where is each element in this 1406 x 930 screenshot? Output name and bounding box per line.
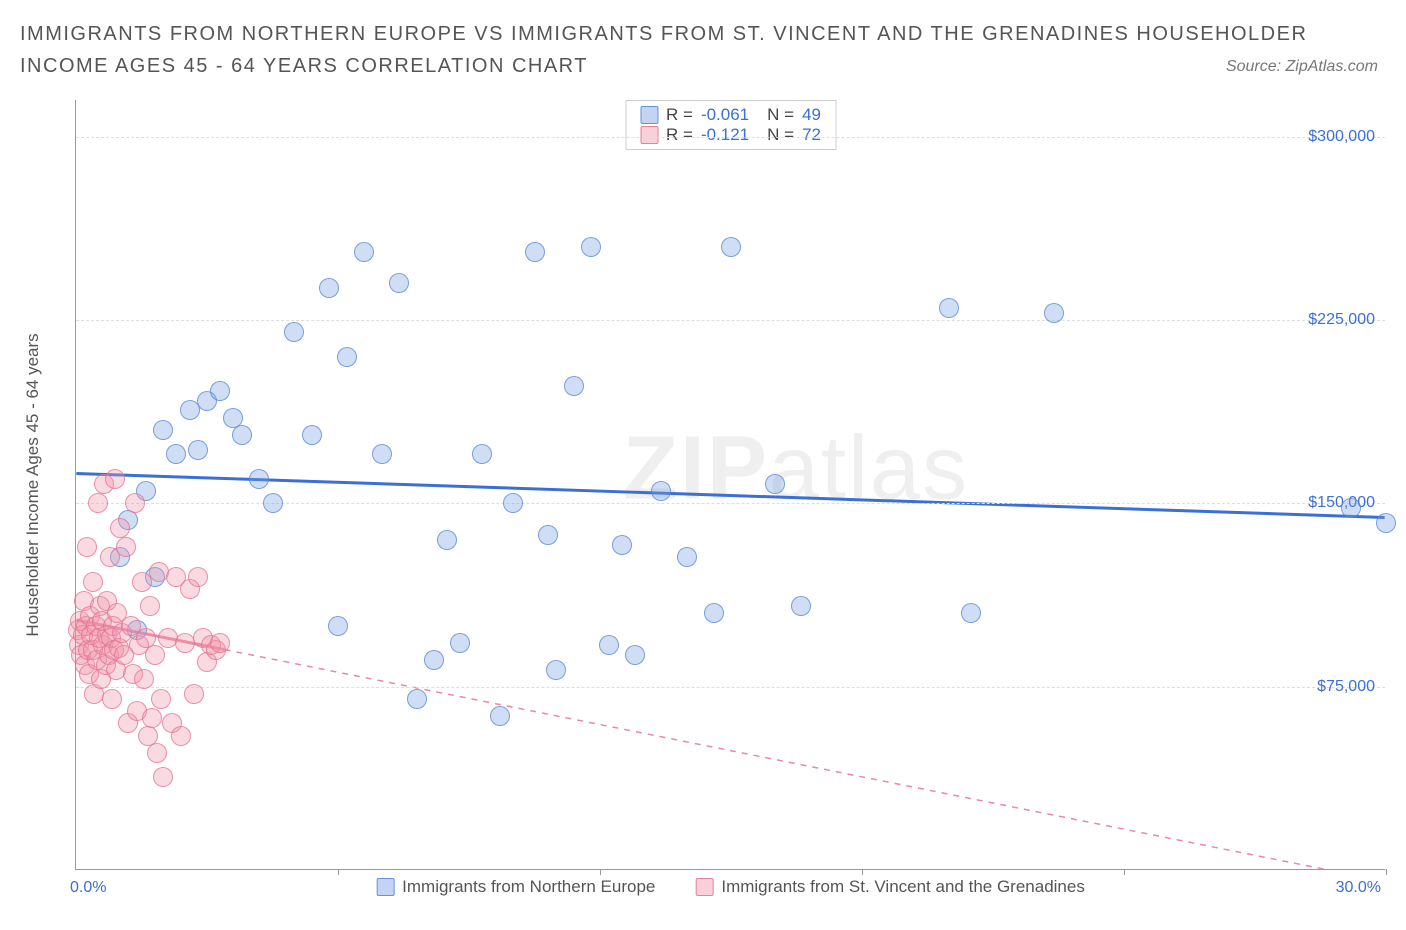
data-point xyxy=(765,474,785,494)
data-point xyxy=(171,726,191,746)
data-point xyxy=(142,708,162,728)
data-point xyxy=(791,596,811,616)
data-point xyxy=(599,635,619,655)
data-point xyxy=(110,518,130,538)
watermark: ZIPatlas xyxy=(623,418,969,521)
data-point xyxy=(145,645,165,665)
stat-row: R = -0.121N = 72 xyxy=(640,125,821,145)
data-point xyxy=(153,767,173,787)
source-label: Source: ZipAtlas.com xyxy=(1226,58,1378,76)
data-point xyxy=(372,444,392,464)
data-point xyxy=(651,481,671,501)
data-point xyxy=(625,645,645,665)
data-point xyxy=(284,322,304,342)
x-tick xyxy=(338,869,339,875)
data-point xyxy=(437,530,457,550)
data-point xyxy=(612,535,632,555)
chart-title: IMMIGRANTS FROM NORTHERN EUROPE VS IMMIG… xyxy=(20,18,1386,82)
gridline xyxy=(76,320,1385,321)
data-point xyxy=(140,596,160,616)
bottom-legend: Immigrants from Northern Europe Immigrant… xyxy=(376,877,1085,897)
data-point xyxy=(337,347,357,367)
data-point xyxy=(1044,303,1064,323)
data-point xyxy=(490,706,510,726)
data-point xyxy=(116,537,136,557)
data-point xyxy=(125,493,145,513)
data-point xyxy=(188,567,208,587)
data-point xyxy=(581,237,601,257)
gridline xyxy=(76,137,1385,138)
y-tick-label: $75,000 xyxy=(1317,678,1375,696)
data-point xyxy=(677,547,697,567)
data-point xyxy=(407,689,427,709)
data-point xyxy=(472,444,492,464)
data-point xyxy=(354,242,374,262)
data-point xyxy=(83,572,103,592)
data-point xyxy=(188,440,208,460)
legend-swatch xyxy=(640,126,658,144)
data-point xyxy=(102,689,122,709)
data-point xyxy=(704,603,724,623)
data-point xyxy=(134,669,154,689)
data-point xyxy=(210,381,230,401)
data-point xyxy=(88,493,108,513)
data-point xyxy=(939,298,959,318)
chart-container: Householder Income Ages 45 - 64 years ZI… xyxy=(45,100,1385,870)
data-point xyxy=(525,242,545,262)
data-point xyxy=(328,616,348,636)
x-tick xyxy=(1124,869,1125,875)
data-point xyxy=(232,425,252,445)
data-point xyxy=(249,469,269,489)
data-point xyxy=(389,273,409,293)
x-tick xyxy=(600,869,601,875)
stat-row: R = -0.061N = 49 xyxy=(640,105,821,125)
data-point xyxy=(263,493,283,513)
data-point xyxy=(424,650,444,670)
trend-lines xyxy=(76,100,1385,869)
legend-swatch xyxy=(376,878,394,896)
data-point xyxy=(184,684,204,704)
legend-swatch xyxy=(640,106,658,124)
data-point xyxy=(546,660,566,680)
data-point xyxy=(151,689,171,709)
legend-item: Immigrants from St. Vincent and the Gren… xyxy=(695,877,1084,897)
legend-item: Immigrants from Northern Europe xyxy=(376,877,655,897)
data-point xyxy=(450,633,470,653)
data-point xyxy=(721,237,741,257)
gridline xyxy=(76,687,1385,688)
legend-swatch xyxy=(695,878,713,896)
x-tick xyxy=(1386,869,1387,875)
y-tick-label: $300,000 xyxy=(1308,128,1375,146)
data-point xyxy=(1376,513,1396,533)
y-axis-label: Householder Income Ages 45 - 64 years xyxy=(23,333,43,636)
data-point xyxy=(503,493,523,513)
plot-area: ZIPatlas R = -0.061N = 49R = -0.121N = 7… xyxy=(75,100,1385,870)
data-point xyxy=(105,469,125,489)
data-point xyxy=(210,633,230,653)
data-point xyxy=(166,444,186,464)
y-tick-label: $225,000 xyxy=(1308,311,1375,329)
stats-legend-box: R = -0.061N = 49R = -0.121N = 72 xyxy=(625,100,836,150)
data-point xyxy=(302,425,322,445)
data-point xyxy=(319,278,339,298)
data-point xyxy=(77,537,97,557)
x-tick xyxy=(862,869,863,875)
x-min-label: 0.0% xyxy=(70,879,106,897)
data-point xyxy=(961,603,981,623)
x-max-label: 30.0% xyxy=(1336,879,1381,897)
data-point xyxy=(153,420,173,440)
data-point xyxy=(1341,498,1361,518)
data-point xyxy=(147,743,167,763)
data-point xyxy=(538,525,558,545)
data-point xyxy=(564,376,584,396)
